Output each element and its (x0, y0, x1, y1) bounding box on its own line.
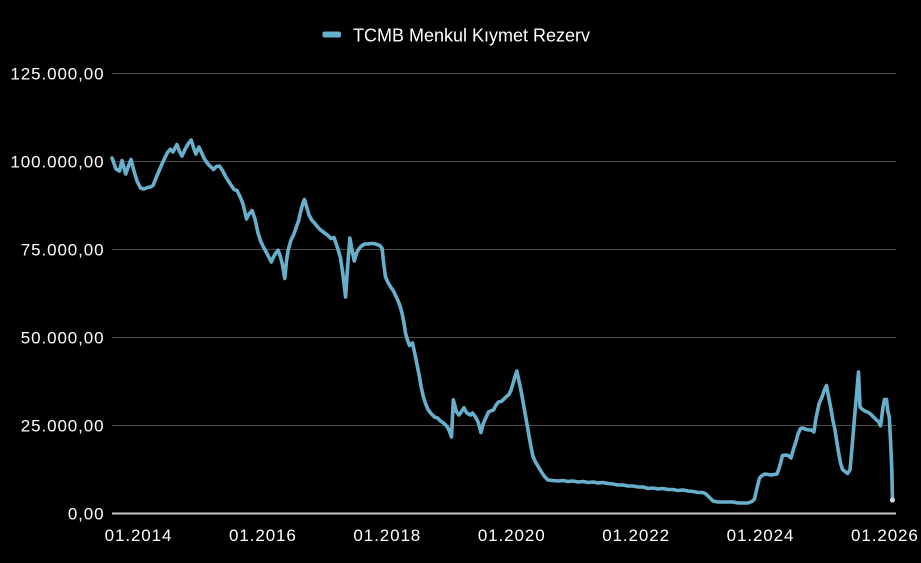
svg-text:0,00: 0,00 (68, 505, 105, 524)
svg-text:125.000,00: 125.000,00 (10, 65, 104, 84)
svg-text:01.2024: 01.2024 (727, 526, 795, 545)
svg-text:25.000,00: 25.000,00 (21, 417, 105, 436)
svg-text:TCMB Menkul Kıymet Rezerv: TCMB Menkul Kıymet Rezerv (353, 26, 590, 46)
svg-text:75.000,00: 75.000,00 (21, 241, 105, 260)
svg-text:01.2022: 01.2022 (602, 526, 670, 545)
svg-text:100.000,00: 100.000,00 (10, 153, 104, 172)
svg-text:01.2014: 01.2014 (105, 526, 173, 545)
svg-text:01.2018: 01.2018 (353, 526, 421, 545)
svg-text:01.2020: 01.2020 (478, 526, 546, 545)
svg-text:01.2016: 01.2016 (229, 526, 297, 545)
svg-text:50.000,00: 50.000,00 (21, 329, 105, 348)
svg-text:01.2026: 01.2026 (851, 526, 919, 545)
